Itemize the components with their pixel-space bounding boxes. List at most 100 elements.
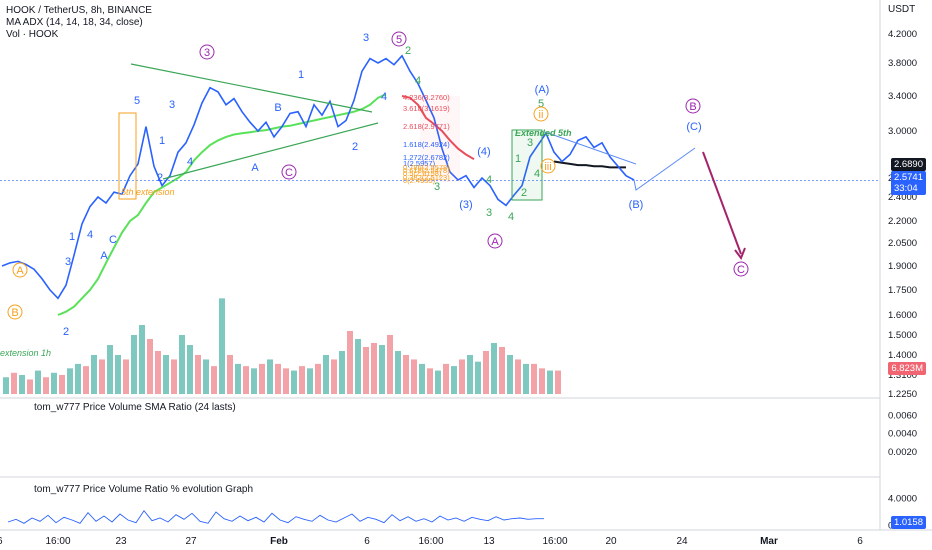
triangle-lower-line [162,122,379,180]
price-line [1,54,635,300]
pane2-tick-label: 0.0040 [888,429,917,440]
current-price-tag: 2.5741 33:04 [890,171,926,195]
orange-wave-ii-circle [533,106,549,122]
fib-level-label: 0.382(2.5123) [403,173,450,182]
price-tick-label: 1.3100 [888,370,917,381]
orange-wave-b: B [11,307,18,319]
arrow-head [734,247,746,261]
volume-bar [411,359,417,394]
volume-bar [123,359,129,394]
pane3-tick-label: 4.0000 [888,494,917,505]
green-wave-2: 2 [405,45,411,57]
volume-bar [531,363,537,394]
fib-level-label: 3.618(3.1619) [403,104,450,113]
price-tick-label: 1.2250 [888,389,917,400]
volume-bar [507,355,513,394]
pane2-tick-label: 0.0060 [888,410,917,421]
symbol-line: HOOK / TetherUS, 8h, BINANCE [6,5,152,16]
countdown: 33:04 [893,183,918,194]
fib-level-label: 0.618(2.5478) [403,166,450,175]
volume-bar [211,366,217,394]
time-tick-label: 23 [115,536,127,547]
green-wave-3c: 3 [434,181,440,193]
volume-bar [307,368,313,394]
purple-wave-a: A [491,236,499,248]
wave-label-paren-a: (A) [535,84,550,96]
price-tick-label: 3.8000 [888,58,917,69]
volume-bar [395,351,401,394]
fifth-extension-label: 5th extension [121,187,175,197]
volume-bar [163,355,169,394]
purple-wave-b: B [689,101,696,113]
volume-bar [67,368,73,394]
volume-bar [451,366,457,394]
current-price: 2.5741 [893,172,923,183]
wave-label-4c: 4 [187,156,193,168]
volume-bar [323,355,329,394]
volume-bar [291,370,297,394]
volume-bar [315,363,321,394]
wave-label-paren-3: (3) [459,199,472,211]
volume-bar [443,363,449,394]
green-wave-4b: 4 [534,168,540,180]
fib-level-label: 4.236(3.2760) [403,93,450,102]
time-tick-label: 16:00 [45,536,70,547]
volume-bar [171,359,177,394]
price-tick-label: 1.4000 [888,350,917,361]
purple-wave-5: 5 [396,34,402,46]
volume-bar [11,372,17,394]
wave-label-paren-4: (4) [477,146,490,158]
volume-bar [499,347,505,394]
extension-1h-label: extension 1h [0,348,51,358]
projection-c-arrow [702,151,742,255]
volume-bar [203,359,209,394]
volume-bar [187,345,193,394]
currency-label: USDT [888,4,916,15]
price-tick-label: 3.0000 [888,126,917,137]
projection-blue-line [544,131,637,165]
price-tick-label: 2.2000 [888,216,917,227]
volume-bar [91,355,97,394]
orange-wave-a: A [16,265,24,277]
volume-bar [299,366,305,394]
wave-drawings: 4.236(3.2760) 3.618(3.1619) 2.618(2.9771) 1… [7,31,749,338]
orange-wave-iii-circle [540,158,556,174]
extended-fifth-label: Extended 5th [515,128,572,138]
pane3-title: tom_w777 Price Volume Ratio % evolution … [34,484,254,495]
price-tick-label: 3.4000 [888,91,917,102]
volume-bar [403,355,409,394]
wave-label-3b: 3 [363,32,369,44]
volume-bar [43,377,49,394]
purple-wave-5-circle [391,31,407,47]
green-wave-5: 5 [538,98,544,110]
volume-bar [115,355,121,394]
fib-level-label: 1.272(2.6782) [403,153,450,162]
volume-bar [259,363,265,394]
volume-bar [427,368,433,394]
extended-fifth-box [511,129,543,201]
time-tick-label: 24 [676,536,688,547]
volume-bar [195,355,201,394]
volume-bar [459,359,465,394]
wave-label-a: A [251,162,259,174]
volume-line: Vol · HOOK [6,29,59,40]
volume-bar [179,335,185,394]
volume-bar [491,343,497,394]
fib-level-label: 1(2.5957) [403,159,436,168]
purple-wave-b-circle [685,98,701,114]
ma-line: MA ADX (14, 14, 18, 34, close) [6,17,143,28]
orange-wave-iii: iii [544,161,551,173]
wave-label-paren-b: (B) [629,199,644,211]
projection-blue-path [633,147,696,191]
time-tick-label: Feb [270,536,288,547]
time-axis: 6 16:00 23 27 Feb 6 16:00 13 16:00 20 24 Mar 6 [0,536,863,547]
orange-wave-ii: ii [539,109,544,121]
volume-bar [483,351,489,394]
volume-bar [251,368,257,394]
wave-label-4b: 4 [381,91,387,103]
fib-level-label: 0.5(2.5158) [403,169,442,178]
price-tick-label: 1.5000 [888,330,917,341]
last-close-tag: 2.6890 [890,158,926,171]
volume-bar [227,355,233,394]
green-wave-1: 1 [515,153,521,165]
